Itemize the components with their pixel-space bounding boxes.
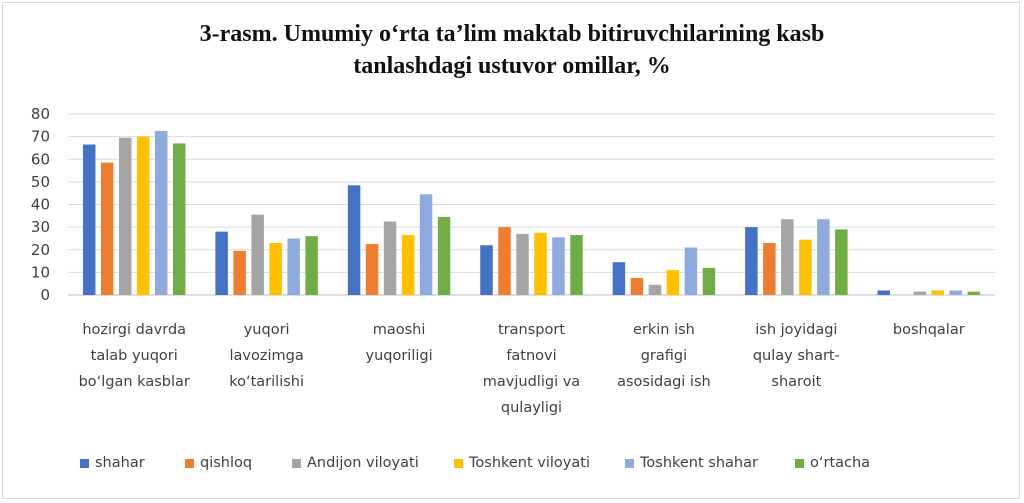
bar-0-1 xyxy=(215,231,228,295)
bar-2-3 xyxy=(516,233,529,295)
bar-5-4 xyxy=(702,267,716,295)
x-category-label: fatnovi xyxy=(506,348,556,364)
bar-4-3 xyxy=(552,237,565,295)
chart-title: 3-rasm. Umumiy o‘rta ta’lim maktab bitir… xyxy=(0,18,1024,82)
x-category-label: qulay shart- xyxy=(753,348,840,364)
y-tick-label: 80 xyxy=(31,105,50,123)
y-tick-label: 40 xyxy=(31,196,50,214)
bar-3-0 xyxy=(136,136,150,295)
legend-swatch xyxy=(292,458,301,468)
bar-5-0 xyxy=(172,143,186,295)
bar-0-5 xyxy=(745,227,758,295)
bar-3-5 xyxy=(799,239,812,295)
bar-2-4 xyxy=(648,284,662,295)
bar-1-3 xyxy=(498,227,511,295)
legend-swatch xyxy=(80,458,89,468)
legend-item: Andijon viloyati xyxy=(292,455,419,471)
legend-label: Toshkent shahar xyxy=(640,455,758,471)
bar-5-6 xyxy=(967,291,981,295)
bar-1-2 xyxy=(365,244,379,295)
bar-4-2 xyxy=(419,194,433,295)
x-category-label: ish joyidagi xyxy=(755,322,837,338)
x-category-label: sharoit xyxy=(771,374,821,390)
y-tick-label: 60 xyxy=(31,150,50,168)
x-category-label: lavozimga xyxy=(230,348,304,364)
bar-0-4 xyxy=(612,262,626,295)
legend-label: qishloq xyxy=(200,455,253,471)
legend-item: shahar xyxy=(80,455,145,471)
bar-4-5 xyxy=(817,219,830,295)
bar-3-3 xyxy=(534,232,547,295)
x-category-label: bo‘lgan kasblar xyxy=(79,374,190,390)
bar-5-5 xyxy=(835,229,848,295)
bar-0-3 xyxy=(480,245,493,295)
bar-2-1 xyxy=(251,214,264,295)
bar-4-0 xyxy=(154,130,168,295)
x-category-label: mavjudligi va xyxy=(483,374,580,390)
x-category-label: maoshi xyxy=(373,322,426,338)
bar-5-3 xyxy=(570,235,583,295)
bar-2-5 xyxy=(781,219,794,295)
legend-label: Toshkent viloyati xyxy=(469,455,590,471)
bar-0-0 xyxy=(82,144,96,295)
legend-item: qishloq xyxy=(185,455,252,471)
y-tick-label: 50 xyxy=(31,173,50,191)
x-category-label: ko‘tarilishi xyxy=(229,374,304,390)
bar-3-2 xyxy=(401,235,415,295)
legend-swatch xyxy=(185,458,194,468)
legend-swatch xyxy=(795,458,804,468)
legend-item: o‘rtacha xyxy=(795,455,870,471)
bar-2-2 xyxy=(383,221,397,295)
y-tick-label: 10 xyxy=(31,263,50,281)
x-category-label: erkin ish xyxy=(633,322,695,338)
bar-0-6 xyxy=(877,290,891,295)
y-tick-label: 0 xyxy=(40,286,50,304)
bar-1-1 xyxy=(233,250,246,295)
legend-label: shahar xyxy=(95,455,145,471)
legend-item: Toshkent shahar xyxy=(625,455,758,471)
y-tick-label: 70 xyxy=(31,128,50,146)
bar-2-0 xyxy=(118,137,132,295)
legend-label: Andijon viloyati xyxy=(307,455,419,471)
x-category-label: hozirgi davrda xyxy=(82,322,186,338)
bar-2-6 xyxy=(913,291,927,295)
x-category-label: yuqori xyxy=(244,322,290,338)
bar-5-2 xyxy=(437,216,451,295)
chart-title-line-2: tanlashdagi ustuvor omillar, % xyxy=(353,53,671,79)
y-tick-label: 20 xyxy=(31,241,50,259)
bar-4-4 xyxy=(684,247,698,295)
y-tick-label: 30 xyxy=(31,218,50,236)
x-category-label: talab yuqori xyxy=(91,348,178,364)
chart-title-line-1: 3-rasm. Umumiy o‘rta ta’lim maktab bitir… xyxy=(199,21,825,47)
x-category-label: transport xyxy=(498,322,565,338)
bar-4-6 xyxy=(949,290,963,295)
x-category-label: asosidagi ish xyxy=(617,374,711,390)
chart-legend: shahar qishloq Andijon viloyati Toshkent vi… xyxy=(0,455,1024,479)
legend-label: o‘rtacha xyxy=(810,455,871,471)
bar-1-0 xyxy=(100,162,114,295)
bar-5-1 xyxy=(305,236,318,295)
bar-1-4 xyxy=(630,278,644,295)
x-category-label: boshqalar xyxy=(893,322,965,338)
x-category-label: yuqoriligi xyxy=(366,348,433,364)
bar-4-1 xyxy=(287,238,300,295)
legend-swatch xyxy=(625,458,634,468)
bar-3-6 xyxy=(931,290,945,295)
legend-swatch xyxy=(454,458,463,468)
legend-item: Toshkent viloyati xyxy=(454,455,590,471)
x-category-label: qulayligi xyxy=(501,400,562,416)
bar-3-1 xyxy=(269,242,282,295)
bar-1-5 xyxy=(763,242,776,295)
bar-3-4 xyxy=(666,270,680,295)
bar-0-2 xyxy=(347,185,361,295)
x-category-label: grafigi xyxy=(641,348,687,364)
